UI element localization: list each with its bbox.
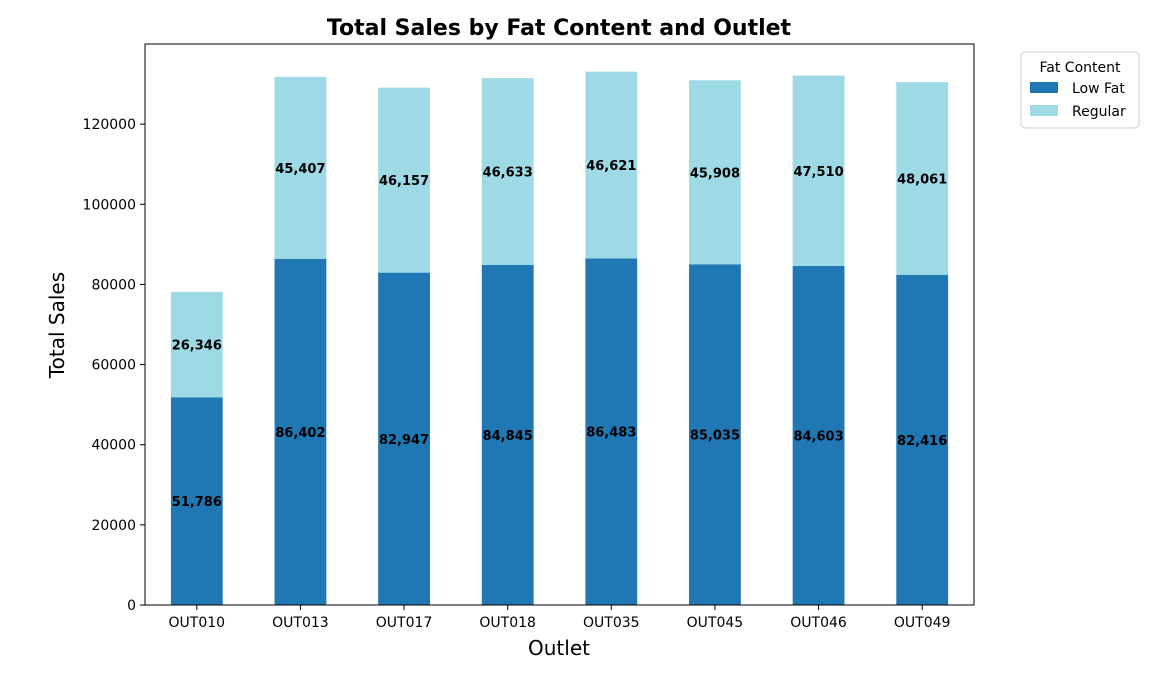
data-label-regular-out045: 45,908 xyxy=(690,166,740,181)
bar-regular-out017 xyxy=(378,87,430,273)
y-tick-label-40000: 40000 xyxy=(91,438,136,454)
data-label-low-fat-out017: 82,947 xyxy=(379,433,429,448)
data-label-low-fat-out013: 86,402 xyxy=(275,426,325,441)
x-axis-label: Outlet xyxy=(528,636,590,660)
bar-regular-out035 xyxy=(585,71,638,259)
bar-regular-out049 xyxy=(896,82,949,275)
data-label-low-fat-out046: 84,603 xyxy=(793,429,843,444)
y-tick-label-80000: 80000 xyxy=(91,277,136,293)
data-label-regular-out018: 46,633 xyxy=(483,166,533,181)
bar-low-fat-out010 xyxy=(170,397,223,605)
data-label-regular-out046: 47,510 xyxy=(793,165,843,180)
bar-low-fat-out013 xyxy=(274,258,327,605)
data-label-regular-out035: 46,621 xyxy=(586,159,636,174)
x-tick-label-out046: OUT046 xyxy=(790,615,847,631)
legend-title: Fat Content xyxy=(1040,60,1121,76)
y-tick-label-20000: 20000 xyxy=(91,518,136,534)
legend-swatch-low-fat xyxy=(1030,82,1058,93)
bar-regular-out018 xyxy=(481,78,534,266)
data-label-regular-out017: 46,157 xyxy=(379,174,429,189)
chart-title: Total Sales by Fat Content and Outlet xyxy=(327,16,792,41)
bar-regular-out010 xyxy=(170,291,223,398)
y-tick-label-60000: 60000 xyxy=(91,358,136,374)
bar-regular-out045 xyxy=(689,80,741,265)
data-label-low-fat-out010: 51,786 xyxy=(172,495,222,510)
plot-area: 51,786 26,346 86,402 45,407 82,947 46,157 84,8… xyxy=(144,43,975,606)
legend-label-low-fat: Low Fat xyxy=(1072,81,1125,97)
y-axis: 0 20000 40000 60000 80000 100000 120000 xyxy=(83,117,145,614)
x-tick-label-out049: OUT049 xyxy=(894,615,951,631)
bar-low-fat-out018 xyxy=(481,265,534,605)
data-label-low-fat-out045: 85,035 xyxy=(690,429,740,444)
x-tick-label-out013: OUT013 xyxy=(272,615,329,631)
y-axis-label: Total Sales xyxy=(45,272,69,379)
data-label-low-fat-out018: 84,845 xyxy=(483,429,533,444)
x-axis: OUT010 OUT013 OUT017 OUT018 OUT035 OUT045 OUT0… xyxy=(169,605,951,631)
data-label-low-fat-out035: 86,483 xyxy=(586,426,636,441)
legend-items: Low Fat Regular xyxy=(1030,81,1126,120)
x-tick-label-out035: OUT035 xyxy=(583,615,640,631)
data-label-low-fat-out049: 82,416 xyxy=(897,434,947,449)
x-tick-label-out017: OUT017 xyxy=(376,615,433,631)
x-tick-label-out010: OUT010 xyxy=(169,615,226,631)
bar-low-fat-out045 xyxy=(689,264,741,605)
data-label-regular-out010: 26,346 xyxy=(172,339,222,354)
bar-low-fat-out035 xyxy=(585,258,638,605)
data-label-regular-out049: 48,061 xyxy=(897,172,947,187)
bar-low-fat-out049 xyxy=(896,274,949,605)
y-tick-label-120000: 120000 xyxy=(83,117,136,133)
x-tick-label-out045: OUT045 xyxy=(687,615,744,631)
data-label-regular-out013: 45,407 xyxy=(275,162,325,177)
y-tick-label-100000: 100000 xyxy=(83,197,136,213)
plot-frame xyxy=(144,43,975,606)
legend: Fat Content Low Fat Regular xyxy=(1020,51,1140,129)
bar-low-fat-out017 xyxy=(378,272,430,605)
bar-regular-out013 xyxy=(274,76,327,259)
x-tick-label-out018: OUT018 xyxy=(479,615,536,631)
bar-regular-out046 xyxy=(792,75,845,266)
y-tick-label-0: 0 xyxy=(127,598,136,614)
bars xyxy=(170,71,949,605)
data-labels: 51,786 26,346 86,402 45,407 82,947 46,157 84,8… xyxy=(172,159,948,510)
legend-swatch-regular xyxy=(1030,105,1058,116)
legend-label-regular: Regular xyxy=(1072,104,1126,120)
bar-low-fat-out046 xyxy=(792,265,845,605)
